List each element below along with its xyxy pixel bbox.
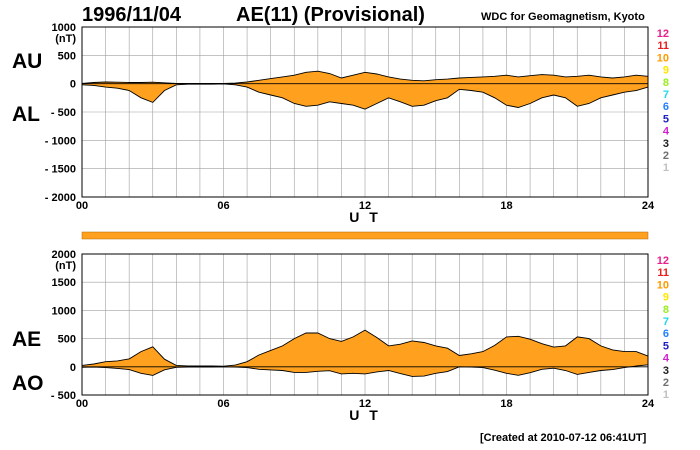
- y-unit-label: (nT): [55, 260, 76, 272]
- y-tick-label: - 500: [51, 107, 76, 119]
- created-timestamp: [Created at 2010-07-12 06:41UT]: [480, 432, 647, 444]
- ae-ao-band: [82, 330, 648, 377]
- y-tick-label: - 500: [51, 390, 76, 402]
- au-panel-label: AU: [12, 50, 43, 73]
- plot-frame: [81, 26, 649, 198]
- y-tick-label: 500: [58, 334, 76, 346]
- x-tick-label: 06: [217, 200, 229, 212]
- chart-title: AE(11) (Provisional): [236, 4, 425, 26]
- x-tick-label: 06: [217, 398, 229, 410]
- legend-level: 4: [663, 353, 670, 365]
- y-tick-label: 1000: [52, 305, 76, 317]
- ae-panel-label: AE: [12, 328, 42, 351]
- legend-level: 12: [657, 255, 669, 267]
- plot-frame: [81, 253, 649, 396]
- y-unit-label: (nT): [55, 33, 76, 45]
- legend-level: 11: [657, 267, 669, 279]
- legend-level: 6: [663, 101, 669, 113]
- x-tick-label: 12: [359, 398, 371, 410]
- data-coverage-bar: [81, 231, 649, 240]
- legend-level: 3: [663, 138, 669, 150]
- y-tick-label: 2000: [52, 249, 76, 261]
- y-tick-label: 0: [70, 79, 76, 91]
- legend-level: 7: [663, 316, 669, 328]
- y-tick-label: 0: [70, 362, 76, 374]
- legend-level: 5: [663, 113, 669, 125]
- y-tick-label: 1500: [52, 277, 76, 289]
- y-tick-label: - 1000: [45, 135, 76, 147]
- legend-level: 4: [663, 126, 670, 138]
- legend-level: 6: [663, 328, 669, 340]
- legend-level: 8: [663, 304, 669, 316]
- series-line-ae: [81, 329, 649, 367]
- x-axis-label: U T: [349, 407, 381, 423]
- x-tick-label: 24: [642, 398, 655, 410]
- y-tick-label: - 2000: [45, 192, 76, 204]
- x-tick-label: 00: [76, 398, 88, 410]
- x-tick-label: 24: [642, 200, 655, 212]
- legend-level: 1: [663, 162, 669, 174]
- y-tick-label: - 1500: [45, 164, 76, 176]
- legend-level: 10: [657, 279, 669, 291]
- series-line-ao: [81, 364, 649, 377]
- legend-level: 2: [663, 150, 669, 162]
- x-tick-label: 12: [359, 200, 371, 212]
- legend-level: 2: [663, 377, 669, 389]
- x-tick-label: 18: [500, 398, 512, 410]
- legend-level: 3: [663, 365, 669, 377]
- legend-level: 12: [657, 28, 669, 40]
- legend-level: 9: [663, 292, 669, 304]
- legend-level: 5: [663, 340, 669, 352]
- ao-panel-label: AO: [12, 372, 44, 395]
- x-axis-label: U T: [349, 209, 381, 225]
- chart-date: 1996/11/04: [82, 4, 181, 26]
- au-al-band: [82, 71, 648, 110]
- series-line-al: [81, 83, 649, 110]
- legend-level: 11: [657, 40, 669, 52]
- legend-level: 1: [663, 389, 669, 401]
- legend-level: 9: [663, 65, 669, 77]
- legend-level: 7: [663, 89, 669, 101]
- y-tick-label: 1000: [52, 22, 76, 34]
- x-tick-label: 00: [76, 200, 88, 212]
- legend-level: 10: [657, 52, 669, 64]
- legend-level: 8: [663, 77, 669, 89]
- al-panel-label: AL: [12, 103, 40, 126]
- x-tick-label: 18: [500, 200, 512, 212]
- y-tick-label: 500: [58, 50, 76, 62]
- organization-label: WDC for Geomagnetism, Kyoto: [481, 11, 645, 23]
